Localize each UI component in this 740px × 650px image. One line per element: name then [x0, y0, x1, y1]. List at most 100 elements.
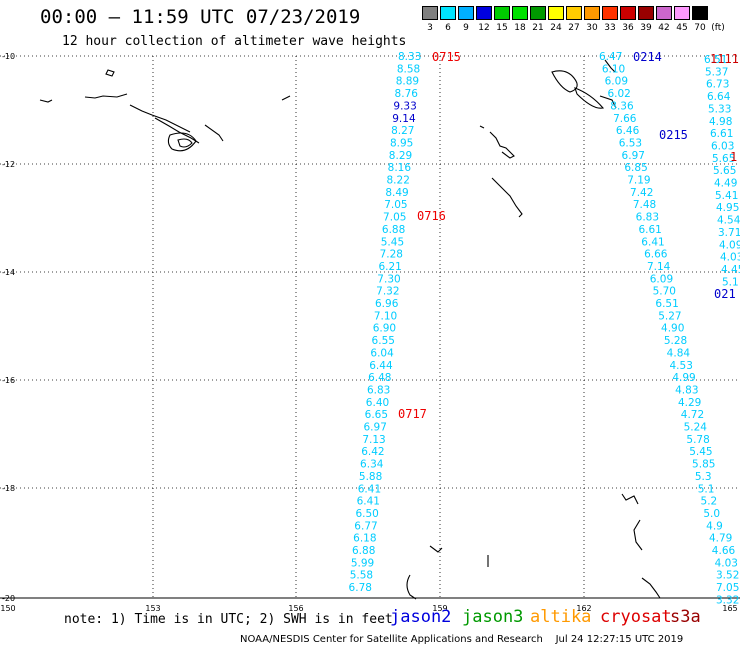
- scale-label: 15: [496, 23, 508, 33]
- scale-label: 30: [586, 23, 598, 33]
- swh-value: 4.29: [678, 397, 701, 409]
- swh-value: 5.0: [703, 508, 720, 520]
- swh-value: 6.61: [710, 128, 733, 140]
- swh-value: 6.46: [616, 125, 640, 137]
- swh-value: 5.58: [350, 570, 373, 582]
- swh-value: 7.13: [362, 434, 385, 446]
- swh-value: 6.42: [361, 446, 384, 458]
- swh-value: 4.03: [720, 252, 740, 264]
- swh-value: 6.03: [711, 140, 734, 152]
- swh-value: 6.51: [704, 54, 727, 66]
- swh-value: 7.32: [376, 286, 399, 298]
- swh-value: 5.88: [359, 471, 382, 483]
- swh-value: 6.41: [641, 236, 664, 248]
- swh-value: 6.09: [650, 273, 673, 285]
- scale-unit: (ft): [711, 23, 725, 33]
- swh-value: 7.30: [377, 273, 400, 285]
- swh-value: 6.21: [378, 261, 401, 273]
- map-title: 00:00 – 11:59 UTC 07/23/2019: [40, 6, 361, 28]
- altimeter-track-a: 8.338.588.898.769.339.148.278.958.298.16…: [349, 51, 422, 594]
- satellite-legend-item: altika: [530, 607, 592, 627]
- swh-value: 4.49: [714, 178, 737, 190]
- swh-value: 5.45: [689, 446, 712, 458]
- latitude-label: -18: [2, 484, 15, 493]
- swh-value: 8.27: [391, 125, 414, 137]
- swh-value: 8.58: [397, 63, 420, 75]
- pass-time-label: 0716: [417, 209, 446, 223]
- swh-value: 4.03: [715, 557, 738, 569]
- swh-value: 7.10: [374, 310, 397, 322]
- swh-value: 6.02: [607, 88, 630, 100]
- satellite-legend-item: jason3: [462, 607, 524, 627]
- swh-value: 6.40: [366, 397, 389, 409]
- swh-value: 6.88: [382, 224, 405, 236]
- swh-value: 5.65: [713, 165, 736, 177]
- swh-value: 7.28: [380, 249, 403, 261]
- swh-value: 6.77: [354, 520, 377, 532]
- swh-value: 6.73: [706, 79, 729, 91]
- map-subtitle: 12 hour collection of altimeter wave hei…: [62, 34, 407, 49]
- swh-value: 4.54: [717, 215, 740, 227]
- latitude-label: -12: [2, 160, 15, 169]
- swh-value: 6.41: [357, 496, 380, 508]
- swh-value: 6.34: [360, 459, 384, 471]
- latitude-label: -10: [2, 52, 15, 61]
- swh-value: 8.29: [389, 150, 412, 162]
- swh-value: 7.05: [384, 199, 407, 211]
- latitude-label: -20: [2, 594, 15, 603]
- swh-value: 7.42: [630, 187, 653, 199]
- latitude-label: -14: [2, 268, 15, 277]
- swh-value: 7.66: [613, 113, 637, 125]
- swh-value: 6.85: [624, 162, 647, 174]
- lat-lon-grid: [0, 55, 740, 598]
- swh-value: 5.41: [715, 190, 738, 202]
- scale-label: 12: [478, 23, 490, 33]
- swh-value: 4.90: [661, 323, 684, 335]
- swh-value: 4.84: [667, 347, 691, 359]
- scale-label: 18: [514, 23, 526, 33]
- swh-value: 6.44: [369, 360, 393, 372]
- scale-label: 9: [463, 23, 469, 33]
- longitude-label: 153: [145, 604, 160, 613]
- scale-swatch: [440, 6, 456, 20]
- swh-value: 4.66: [712, 545, 736, 557]
- swh-value: 5.78: [686, 434, 709, 446]
- scale-swatch: [566, 6, 582, 20]
- swh-value: 4.72: [681, 409, 704, 421]
- credit-text: NOAA/NESDIS Center for Satellite Applica…: [240, 634, 543, 645]
- scale-label: 36: [622, 23, 634, 33]
- scale-label: 21: [532, 23, 544, 33]
- swh-value: 8.89: [396, 76, 419, 88]
- pass-time-label: 0715: [432, 50, 461, 64]
- swh-value: 8.33: [398, 51, 421, 63]
- scale-swatch: [494, 6, 510, 20]
- longitude-labels: 150 153 156 159 162 165: [0, 604, 737, 613]
- swh-value: 5.45: [381, 236, 404, 248]
- swh-value: 4.45: [721, 264, 740, 276]
- scale-swatch: [638, 6, 654, 20]
- swh-value: 6.64: [707, 91, 731, 103]
- pass-time-label: 0214: [633, 50, 662, 64]
- swh-value: 4.95: [716, 202, 739, 214]
- swh-value: 6.18: [353, 533, 376, 545]
- swh-value: 4.98: [709, 116, 732, 128]
- pass-time-label: 0717: [398, 407, 427, 421]
- footer-note: note: 1) Time is in UTC; 2) SWH is in fe…: [64, 612, 393, 627]
- swh-value: 5.2: [701, 496, 718, 508]
- scale-label: 70: [694, 23, 706, 33]
- pass-time-label: 1: [730, 150, 737, 164]
- swh-value: 7.05: [383, 212, 406, 224]
- swh-value: 6.50: [355, 508, 378, 520]
- wave-height-color-scale: 3 6 9 12 15 18 21 24 27 30 33 36 39 42 45 70 (ft): [422, 6, 728, 38]
- swh-value: 6.97: [622, 150, 645, 162]
- footer-credit: NOAA/NESDIS Center for Satellite Applica…: [240, 634, 683, 645]
- longitude-label: 165: [722, 604, 737, 613]
- latitude-labels: -10 -12 -14 -16 -18 -20: [2, 52, 15, 603]
- swh-value: 6.04: [370, 347, 394, 359]
- swh-value: 6.90: [373, 323, 396, 335]
- coastline-shapes: [39, 59, 661, 600]
- generation-timestamp: Jul 24 12:27:15 UTC 2019: [555, 634, 684, 645]
- longitude-label: 150: [0, 604, 15, 613]
